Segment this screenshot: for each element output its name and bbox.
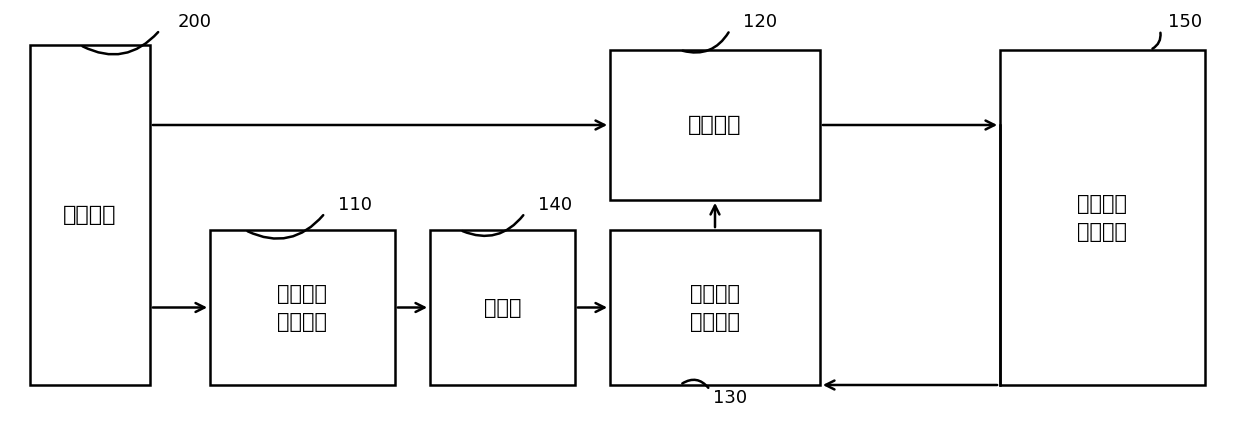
Text: 200: 200 [179, 13, 212, 31]
Bar [210, 230, 396, 385]
Text: 待测导线: 待测导线 [63, 205, 117, 225]
Text: 120: 120 [743, 13, 777, 31]
Text: 150: 150 [1168, 13, 1202, 31]
Bar [30, 45, 150, 385]
Text: 同相电压
获取装置: 同相电压 获取装置 [278, 284, 327, 332]
Bar [610, 230, 820, 385]
Text: 自动增益
调节装置: 自动增益 调节装置 [689, 284, 740, 332]
Text: 交流电阻
输出装置: 交流电阻 输出装置 [1078, 194, 1127, 242]
Bar [430, 230, 575, 385]
Text: 移相器: 移相器 [484, 297, 521, 317]
Text: 140: 140 [538, 196, 572, 214]
Text: 放大装置: 放大装置 [688, 115, 742, 135]
Bar [999, 50, 1205, 385]
Text: 110: 110 [339, 196, 372, 214]
Bar [610, 50, 820, 200]
Text: 130: 130 [713, 389, 746, 407]
